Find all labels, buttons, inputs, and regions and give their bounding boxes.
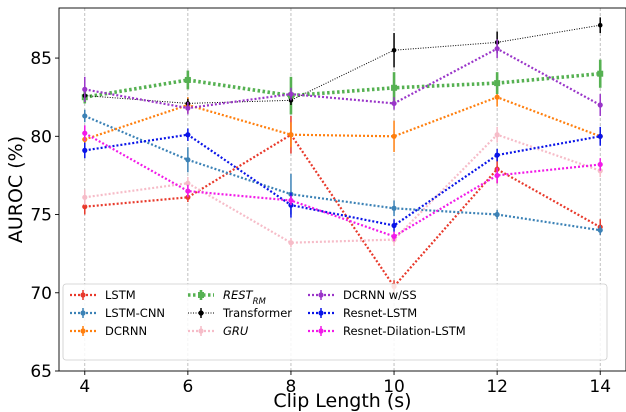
data-point xyxy=(288,132,294,138)
legend-label: Resnet-Dilation-LSTM xyxy=(343,324,466,338)
legend-entry-lstm: LSTM xyxy=(70,288,136,302)
data-point xyxy=(82,113,88,119)
x-tick-label: 8 xyxy=(286,377,297,397)
legend-label: DCRNN w/SS xyxy=(343,288,417,302)
legend-label: LSTM-CNN xyxy=(105,306,165,320)
y-axis-title: AUROC (%) xyxy=(5,136,27,243)
data-point xyxy=(597,227,603,233)
data-point xyxy=(82,204,88,210)
series-line xyxy=(84,71,601,99)
series-gru xyxy=(82,126,603,248)
series-line xyxy=(84,114,601,232)
data-point xyxy=(185,180,191,186)
plot-frame xyxy=(58,7,626,372)
legend-entry-resnet-dilation-lstm: Resnet-Dilation-LSTM xyxy=(308,324,466,338)
data-point xyxy=(494,80,501,87)
axis-ticks: 4 6 8 10 12 14 65 70 75 80 85 xyxy=(30,49,611,397)
data-point xyxy=(82,147,88,153)
data-point xyxy=(391,100,397,107)
data-point xyxy=(597,161,603,168)
data-point xyxy=(82,86,88,92)
data-point xyxy=(82,130,88,136)
data-point xyxy=(391,205,397,211)
data-point xyxy=(391,222,397,229)
legend-marker xyxy=(318,292,324,298)
legend-marker xyxy=(198,328,204,334)
legend-marker xyxy=(198,310,204,316)
data-point xyxy=(494,152,500,158)
x-tick-label: 12 xyxy=(486,377,508,397)
data-point xyxy=(185,105,191,111)
data-point xyxy=(597,22,603,28)
legend: LSTMLSTM-CNNDCRNNRESTRMTransformerGRUDCR… xyxy=(62,283,608,361)
legend-label: LSTM xyxy=(105,288,136,302)
legend-entry-gru: GRU xyxy=(188,324,249,338)
x-axis-title: Clip Length (s) xyxy=(273,390,411,412)
series-line xyxy=(84,132,601,238)
legend-box xyxy=(62,283,608,361)
y-tick-label: 75 xyxy=(30,206,52,226)
data-point xyxy=(288,240,294,246)
legend-marker xyxy=(318,328,324,334)
data-point xyxy=(494,172,500,179)
data-point xyxy=(391,233,397,240)
data-point xyxy=(597,102,603,108)
series-resnet-lstm xyxy=(82,126,603,232)
data-point xyxy=(494,94,500,100)
series-dcrnn-w-ss xyxy=(82,39,603,116)
legend-entry-lstm-cnn: LSTM-CNN xyxy=(70,306,165,320)
data-point xyxy=(597,133,603,139)
series-layer xyxy=(81,17,604,293)
data-point xyxy=(391,133,397,139)
series-line xyxy=(84,133,601,289)
series-resnet-dilation-lstm xyxy=(82,125,603,242)
x-tick-label: 4 xyxy=(79,377,90,397)
data-point xyxy=(494,211,500,218)
series-transformer xyxy=(82,17,603,109)
data-point xyxy=(391,47,397,53)
legend-label: DCRNN xyxy=(105,324,147,338)
legend-marker xyxy=(198,292,204,298)
legend-entry-dcrnn: DCRNN xyxy=(70,324,147,338)
legend-label-subscript: RM xyxy=(253,297,267,307)
data-point xyxy=(185,157,191,163)
data-point xyxy=(288,91,294,97)
legend-entry-dcrnn-w-ss: DCRNN w/SS xyxy=(308,288,417,302)
y-tick-label: 85 xyxy=(30,49,52,69)
series-line xyxy=(84,133,601,227)
series-line xyxy=(84,47,601,110)
legend-entry-resnet-lstm: Resnet-LSTM xyxy=(308,306,417,320)
y-tick-label: 80 xyxy=(30,127,52,147)
x-tick-label: 10 xyxy=(383,377,405,397)
legend-marker xyxy=(80,310,86,316)
data-point xyxy=(494,46,500,52)
series-lstm xyxy=(82,115,603,293)
data-point xyxy=(185,188,191,194)
data-point xyxy=(82,194,88,200)
legend-label: Resnet-LSTM xyxy=(343,306,417,320)
data-point xyxy=(288,197,294,204)
x-tick-label: 6 xyxy=(182,377,193,397)
data-point xyxy=(185,132,191,138)
legend-marker xyxy=(80,328,86,334)
x-tick-label: 14 xyxy=(589,377,611,397)
series-dcrnn xyxy=(82,87,603,152)
legend-label: GRU xyxy=(223,324,249,338)
series-line xyxy=(84,96,601,141)
data-point xyxy=(391,84,398,91)
y-tick-label: 65 xyxy=(30,362,52,382)
series-rest xyxy=(81,59,604,115)
y-tick-label: 70 xyxy=(30,284,52,304)
legend-label: Transformer xyxy=(222,306,292,320)
data-point xyxy=(494,132,500,138)
legend-marker xyxy=(318,310,324,316)
data-point xyxy=(184,76,191,83)
legend-marker xyxy=(80,292,86,298)
data-point xyxy=(597,70,604,77)
legend-entry-transformer: Transformer xyxy=(188,306,292,320)
